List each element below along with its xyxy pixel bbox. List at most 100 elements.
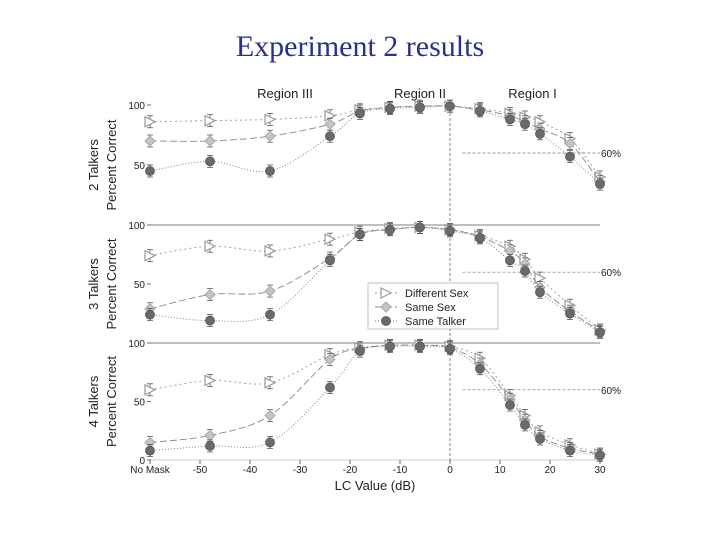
threshold-label: 60% <box>601 149 621 160</box>
data-point <box>204 374 217 387</box>
data-point <box>145 166 155 176</box>
data-point <box>144 249 157 262</box>
data-point <box>324 353 336 366</box>
y-tick-label: 50 <box>134 161 146 172</box>
data-point <box>535 287 545 298</box>
data-point <box>355 229 365 240</box>
data-point <box>535 128 545 139</box>
x-tick-label: -10 <box>393 465 408 476</box>
data-point <box>475 363 485 374</box>
data-point <box>205 315 215 326</box>
x-tick-label: 30 <box>594 465 606 476</box>
data-point <box>475 106 485 116</box>
x-tick-label: -30 <box>293 465 308 476</box>
y-axis-label: Percent Correct <box>104 356 119 447</box>
y-axis-label: 2 Talkers <box>86 139 101 191</box>
x-tick-label: 0 <box>447 465 453 476</box>
data-point <box>264 130 276 142</box>
data-point <box>324 118 336 130</box>
data-point <box>520 419 530 430</box>
y-tick-label: 100 <box>128 101 145 112</box>
slide-title: Experiment 2 results <box>235 30 485 63</box>
data-point <box>385 341 395 352</box>
data-point <box>355 346 365 357</box>
legend-label: Same Sex <box>405 302 456 314</box>
data-point <box>505 114 515 125</box>
data-point <box>520 266 530 276</box>
data-point <box>145 309 155 320</box>
series-line <box>149 105 601 178</box>
legend-marker <box>380 287 393 299</box>
data-point <box>355 108 365 119</box>
series-line <box>149 105 601 185</box>
data-point <box>265 437 275 448</box>
data-point <box>265 166 275 176</box>
legend-label: Same Talker <box>405 316 466 328</box>
data-point <box>204 429 216 442</box>
data-point <box>595 179 605 190</box>
data-point <box>565 445 575 456</box>
legend: Different Sex Same Sex Same Talker <box>367 282 499 330</box>
x-tick-label: -40 <box>243 465 258 476</box>
data-point <box>445 101 455 112</box>
region-label: Region II <box>394 86 446 101</box>
data-point <box>325 131 335 142</box>
data-point <box>505 255 515 266</box>
data-point <box>325 382 335 393</box>
data-point <box>324 233 337 246</box>
data-point <box>205 156 215 167</box>
data-point <box>385 224 395 235</box>
series-line <box>149 344 601 455</box>
y-axis-label: 3 Talkers <box>86 258 101 310</box>
data-point <box>204 135 216 147</box>
legend-marker <box>380 301 392 313</box>
y-tick-label: 100 <box>128 339 145 350</box>
series-line <box>149 105 601 183</box>
data-point <box>264 113 277 126</box>
x-tick-label: -50 <box>193 465 208 476</box>
series-line <box>149 344 601 455</box>
data-point <box>264 285 276 297</box>
legend-label: Different Sex <box>405 288 469 300</box>
data-point <box>565 308 575 319</box>
data-point <box>144 383 157 396</box>
y-axis-label: Percent Correct <box>104 238 119 329</box>
series-line <box>149 345 601 456</box>
data-point <box>415 102 425 113</box>
threshold-label: 60% <box>601 268 621 279</box>
data-point <box>265 309 275 320</box>
x-axis-label: LC Value (dB) <box>335 478 416 493</box>
data-point <box>535 434 545 444</box>
x-tick-label: No Mask <box>130 465 170 476</box>
data-point <box>415 341 425 352</box>
series-line <box>149 226 601 332</box>
y-axis-label: 4 Talkers <box>86 375 101 427</box>
data-point <box>204 114 217 127</box>
data-point <box>475 233 485 243</box>
data-point <box>144 115 157 128</box>
data-point <box>145 445 155 456</box>
data-point <box>264 409 276 422</box>
legend-marker <box>381 316 391 326</box>
data-point <box>564 137 576 150</box>
region-label: Region III <box>257 86 313 101</box>
x-tick-label: 20 <box>544 465 556 476</box>
data-point <box>325 255 335 266</box>
data-point <box>445 225 455 236</box>
threshold-label: 60% <box>601 386 621 397</box>
y-tick-label: 0 <box>139 456 145 467</box>
data-point <box>264 376 277 389</box>
y-axis-label: Percent Correct <box>104 119 119 210</box>
x-tick-label: -20 <box>343 465 358 476</box>
data-point <box>415 222 425 233</box>
x-tick-label: 10 <box>494 465 506 476</box>
data-point <box>445 343 455 354</box>
data-point <box>204 240 217 253</box>
data-point <box>264 244 277 257</box>
data-point <box>595 327 605 338</box>
data-point <box>205 441 215 451</box>
data-point <box>565 151 575 162</box>
data-point <box>204 288 216 301</box>
